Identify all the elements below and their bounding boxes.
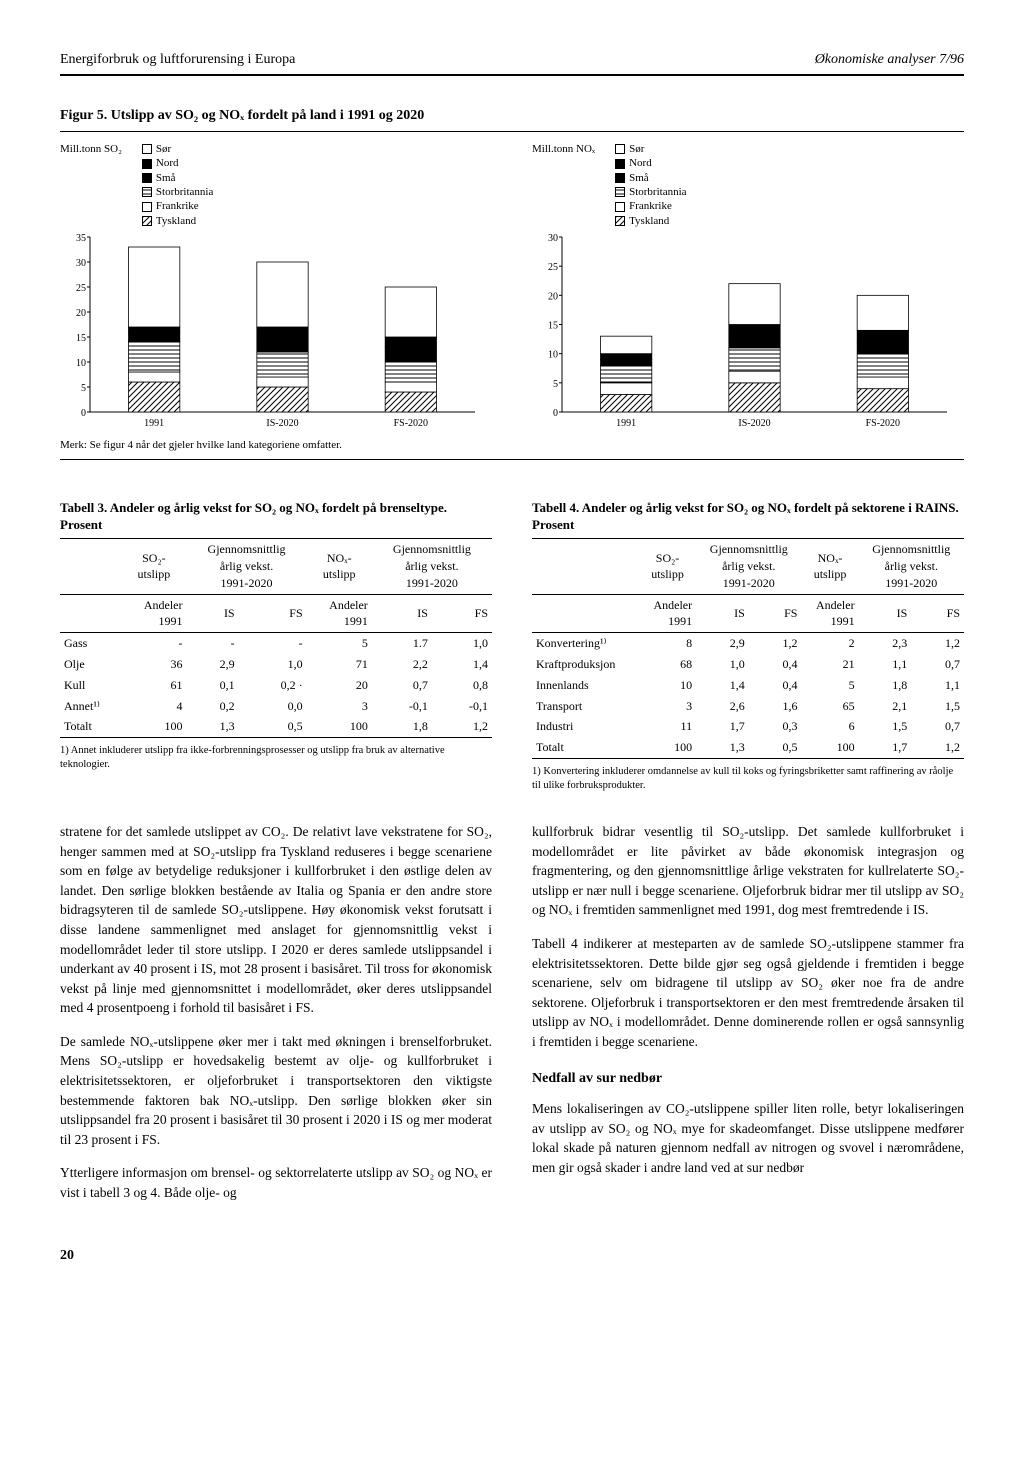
chart-ylabel: Mill.tonn SO₂ [60,142,122,157]
svg-text:30: 30 [76,258,86,269]
table-3-note: 1) Annet inkluderer utslipp fra ikke-for… [60,744,492,771]
page-number: 20 [60,1246,964,1266]
chart-legend: SørNordSmå StorbritanniaFrankrike Tyskla… [142,142,213,228]
body-text: stratene for det samlede utslippet av CO… [60,822,964,1216]
figure-5: Figur 5. Utslipp av SO₂ og NOₓ fordelt p… [60,106,964,461]
svg-text:IS-2020: IS-2020 [738,418,770,429]
body-paragraph: Tabell 4 indikerer at mesteparten av de … [532,934,964,1051]
bar-chart-1: 0 5 10 15 20 25 30 1991 IS-2020 FS-2020 [532,232,952,432]
page-header: Energiforbruk og luftforurensing i Europ… [60,50,964,76]
table-row: Kull610,10,2 ·200,70,8 [60,675,492,696]
table-4-title: Tabell 4. Andeler og årlig vekst for SO₂… [532,500,964,534]
section-heading: Nedfall av sur nedbør [532,1069,964,1089]
chart-legend: SørNordSmå StorbritanniaFrankrike Tyskla… [615,142,686,228]
svg-text:35: 35 [76,233,86,244]
table-3: Tabell 3. Andeler og årlig vekst for SO₂… [60,500,492,792]
svg-text:10: 10 [76,358,86,369]
table-row: Transport32,61,6652,11,5 [532,696,964,717]
table-row: Konvertering¹⁾82,91,222,31,2 [532,633,964,654]
svg-text:5: 5 [81,383,86,394]
svg-text:10: 10 [548,350,558,361]
body-paragraph: De samlede NOₓ-utslippene øker mer i tak… [60,1032,492,1149]
svg-text:25: 25 [76,283,86,294]
table-4: Tabell 4. Andeler og årlig vekst for SO₂… [532,500,964,792]
body-paragraph: kullforbruk bidrar vesentlig til SO₂-uts… [532,822,964,920]
table-row: Industri111,70,361,50,7 [532,716,964,737]
svg-text:FS-2020: FS-2020 [866,418,900,429]
svg-text:15: 15 [76,333,86,344]
body-paragraph: stratene for det samlede utslippet av CO… [60,822,492,1018]
body-paragraph: Mens lokaliseringen av CO₂-utslippene sp… [532,1099,964,1177]
table-row: Annet¹⁾40,20,03-0,1-0,1 [60,696,492,717]
svg-text:25: 25 [548,262,558,273]
svg-text:15: 15 [548,320,558,331]
svg-text:FS-2020: FS-2020 [394,418,428,429]
figure-title: Figur 5. Utslipp av SO₂ og NOₓ fordelt p… [60,106,964,126]
table-3-title: Tabell 3. Andeler og årlig vekst for SO₂… [60,500,492,534]
svg-text:30: 30 [548,233,558,244]
svg-text:0: 0 [553,408,558,419]
svg-text:20: 20 [76,308,86,319]
header-right: Økonomiske analyser 7/96 [815,50,964,70]
header-left: Energiforbruk og luftforurensing i Europ… [60,50,295,70]
table-4-note: 1) Konvertering inkluderer omdannelse av… [532,765,964,792]
svg-text:20: 20 [548,291,558,302]
bar-chart-0: 0 5 10 15 20 25 30 35 1991 IS-2020 FS-2020 [60,232,480,432]
svg-text:5: 5 [553,379,558,390]
figure-note: Merk: Se figur 4 når det gjeler hvilke l… [60,438,964,453]
body-paragraph: Ytterligere informasjon om brensel- og s… [60,1163,492,1202]
table-row: Olje362,91,0712,21,4 [60,654,492,675]
svg-text:1991: 1991 [144,418,164,429]
table-row: Totalt1001,30,51001,81,2 [60,716,492,737]
svg-text:1991: 1991 [616,418,636,429]
svg-text:IS-2020: IS-2020 [266,418,298,429]
svg-text:0: 0 [81,408,86,419]
table-row: Totalt1001,30,51001,71,2 [532,737,964,758]
table-row: Innenlands101,40,451,81,1 [532,675,964,696]
chart-ylabel: Mill.tonn NOₓ [532,142,595,157]
table-row: Kraftproduksjon681,00,4211,10,7 [532,654,964,675]
table-row: Gass---51.71,0 [60,633,492,654]
